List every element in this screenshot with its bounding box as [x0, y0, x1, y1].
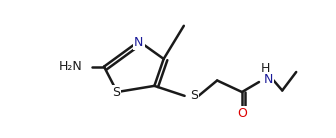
- Text: S: S: [190, 89, 198, 102]
- Text: S: S: [113, 86, 120, 99]
- Text: O: O: [237, 107, 247, 120]
- Text: N: N: [264, 73, 273, 86]
- Text: H: H: [260, 62, 270, 75]
- Text: H₂N: H₂N: [58, 60, 82, 73]
- Text: N: N: [134, 36, 143, 49]
